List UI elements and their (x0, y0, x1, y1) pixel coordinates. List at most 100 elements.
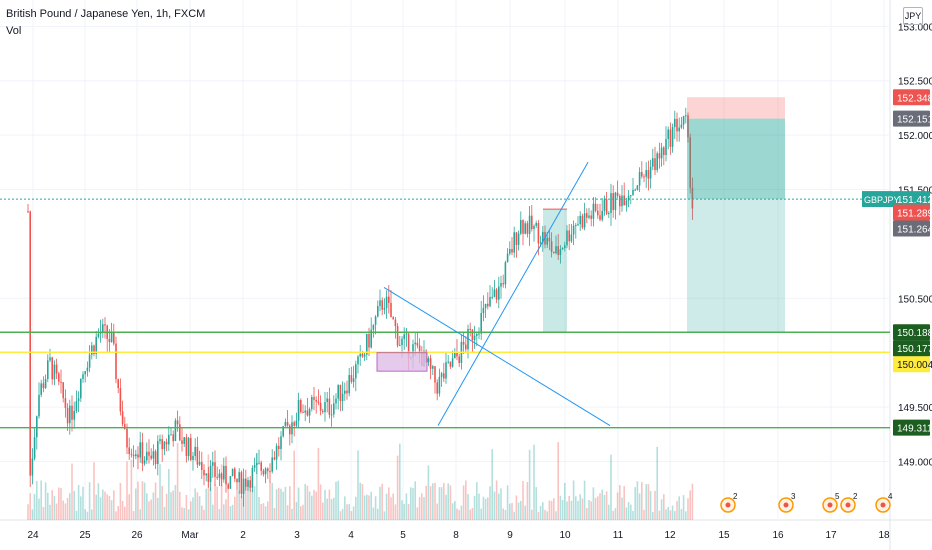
y-tick-label: 149.500 (898, 403, 932, 414)
volume-bar (55, 503, 58, 520)
y-tick-label: 149.000 (898, 457, 932, 468)
volume-bar (689, 490, 691, 520)
volume-bar (132, 511, 135, 520)
candle-body (289, 425, 291, 435)
candle-body (610, 193, 612, 214)
volume-bar (311, 495, 313, 520)
candle-body (201, 461, 203, 471)
candle-body (634, 189, 636, 191)
candle-body (443, 373, 445, 379)
volume-bar (647, 484, 650, 520)
candle-body (341, 393, 344, 401)
volume-bar (447, 483, 449, 520)
candle-body (209, 465, 212, 482)
candle-body (196, 446, 199, 465)
volume-bar (183, 508, 185, 520)
candle-body (636, 185, 639, 190)
candle-body (691, 187, 694, 209)
volume-bar (462, 485, 465, 520)
candle-body (456, 351, 458, 357)
candle-body (245, 478, 247, 487)
candle-body (621, 195, 623, 207)
candle-body (619, 195, 621, 207)
volume-bar (405, 493, 408, 520)
volume-bar (506, 485, 509, 520)
candle-body (586, 213, 588, 218)
volume-bar (159, 464, 161, 520)
candle-body (555, 246, 557, 254)
candle-body (273, 457, 276, 460)
volume-bar (366, 494, 368, 520)
candle-body (139, 442, 141, 458)
volume-bar (440, 487, 443, 520)
volume-bar (271, 482, 273, 520)
candle-body (361, 353, 364, 357)
volume-bar (236, 489, 238, 520)
volume-bar (619, 485, 621, 520)
candle-body (242, 478, 245, 494)
candle-body (432, 366, 434, 369)
candle-body (179, 424, 181, 441)
volume-bar (652, 511, 654, 520)
event-badge-dot (783, 502, 789, 508)
volume-bar (458, 510, 460, 520)
candle-body (537, 222, 540, 244)
volume-bar (278, 487, 280, 520)
volume-bar (198, 496, 201, 520)
volume-bar (40, 480, 42, 520)
candle-body (577, 224, 579, 226)
candle-body (379, 300, 381, 307)
x-tick-label: 15 (718, 530, 730, 541)
volume-bar (110, 500, 113, 520)
volume-bar (31, 509, 34, 520)
candle-body (29, 211, 31, 476)
candle-body (190, 437, 192, 460)
candle-body (669, 129, 672, 147)
volume-bar (212, 504, 214, 520)
candle-body (141, 442, 144, 464)
candle-body (676, 118, 678, 132)
volume-bar (260, 503, 262, 520)
volume-bar (480, 508, 482, 520)
candle-body (212, 462, 214, 466)
candle-body (374, 316, 377, 325)
x-tick-label: 26 (131, 530, 143, 541)
candle-body (324, 402, 326, 413)
volume-bar (69, 493, 71, 520)
candle-body (58, 373, 60, 382)
y-tick-label: 152.000 (898, 131, 932, 142)
candle-body (575, 225, 577, 227)
candle-body (359, 353, 361, 357)
volume-bar (368, 495, 370, 520)
volume-bar (344, 496, 346, 520)
candle-body (557, 246, 559, 256)
volume-bar (531, 509, 533, 520)
volume-bar (86, 511, 89, 520)
candle-body (333, 403, 335, 415)
volume-bar (262, 503, 265, 520)
volume-bar (84, 509, 86, 520)
volume-bar (605, 491, 608, 520)
volume-bar (64, 503, 67, 520)
volume-bar (616, 492, 619, 520)
candle-body (515, 232, 518, 245)
candle-body (115, 343, 117, 380)
candle-body (665, 139, 667, 156)
x-tick-label: 5 (400, 530, 406, 541)
candle-body (137, 454, 139, 458)
volume-bar (546, 511, 548, 520)
x-tick-label: 4 (348, 530, 354, 541)
volume-bar (421, 493, 423, 520)
volume-bar (559, 495, 562, 520)
volume-bar (454, 501, 456, 520)
candle-body (185, 437, 188, 456)
candle-body (172, 434, 174, 442)
currency-button[interactable]: JPY (903, 7, 923, 25)
volume-bar (493, 491, 496, 520)
x-tick-label: 24 (27, 530, 39, 541)
candle-body (251, 468, 254, 488)
volume-bar (172, 490, 174, 520)
candle-body (528, 215, 531, 234)
volume-bar (359, 482, 361, 520)
